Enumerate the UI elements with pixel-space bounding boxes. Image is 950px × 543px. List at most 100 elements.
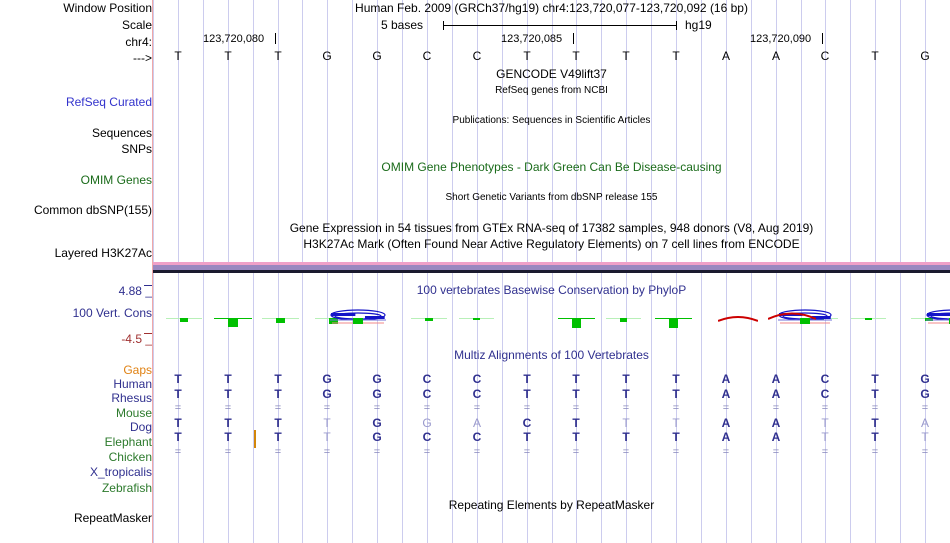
alignment-base: T bbox=[274, 387, 282, 401]
track-label-gencode[interactable]: GENCODE V49lift37 bbox=[496, 67, 607, 81]
alignment-base: T bbox=[672, 416, 680, 430]
alignment-base: = bbox=[373, 446, 381, 458]
scale-text: 5 bases bbox=[381, 18, 424, 32]
alignment-base: G bbox=[422, 416, 432, 430]
alignment-base: = bbox=[423, 402, 431, 414]
alignment-base: T bbox=[871, 372, 879, 386]
alignment-base: = bbox=[174, 446, 182, 458]
side-label-snps[interactable]: SNPs bbox=[121, 142, 152, 156]
alignment-base: A bbox=[721, 387, 731, 401]
side-label-scale[interactable]: Scale bbox=[121, 18, 152, 32]
alignment-base: T bbox=[523, 430, 531, 444]
side-label-species-xtrop[interactable]: X_tropicalis bbox=[89, 465, 152, 479]
side-label-species-elephant[interactable]: Elephant bbox=[104, 435, 152, 449]
alignment-base: = bbox=[772, 402, 780, 414]
side-label-common-dbsnp[interactable]: Common dbSNP(155) bbox=[33, 203, 152, 217]
side-label-refseq-curated[interactable]: RefSeq Curated bbox=[65, 95, 152, 109]
sequence-base: T bbox=[274, 49, 282, 63]
alignment-base: = bbox=[572, 402, 580, 414]
alignment-base: T bbox=[871, 430, 879, 444]
side-label-species-chicken[interactable]: Chicken bbox=[108, 450, 152, 464]
track-label-publications[interactable]: Publications: Sequences in Scientific Ar… bbox=[452, 115, 651, 126]
sequence-base: T bbox=[174, 49, 182, 63]
alignment-base: T bbox=[821, 416, 829, 430]
alignment-base: C bbox=[422, 430, 432, 444]
track-label-multiz[interactable]: Multiz Alignments of 100 Vertebrates bbox=[454, 348, 649, 362]
side-label-cons-min[interactable]: -4.5 _ bbox=[121, 332, 152, 346]
conservation-bar bbox=[425, 318, 433, 321]
track-label-refseq-note[interactable]: RefSeq genes from NCBI bbox=[495, 85, 608, 96]
side-label-cons-track[interactable]: 100 Vert. Cons bbox=[72, 306, 152, 320]
track-data-area: Human Feb. 2009 (GRCh37/hg19) chr4:123,7… bbox=[144, 0, 950, 543]
alignment-base: T bbox=[572, 416, 580, 430]
side-label-species-zebrafish[interactable]: Zebrafish bbox=[101, 481, 152, 495]
conservation-bar bbox=[180, 318, 188, 322]
sequence-base: T bbox=[622, 49, 630, 63]
track-label-omim[interactable]: OMIM Gene Phenotypes - Dark Green Can Be… bbox=[381, 160, 722, 174]
ruler-coordinate-label: 123,720,085 bbox=[501, 33, 563, 45]
alignment-base: = bbox=[921, 402, 929, 414]
alignment-base: G bbox=[322, 372, 332, 386]
alignment-base: C bbox=[820, 387, 830, 401]
track-label-h3k27ac-note[interactable]: H3K27Ac Mark (Often Found Near Active Re… bbox=[303, 237, 800, 251]
track-label-gtex[interactable]: Gene Expression in 54 tissues from GTEx … bbox=[289, 221, 814, 235]
conservation-bar bbox=[865, 318, 872, 320]
alignment-base: C bbox=[422, 372, 432, 386]
alignment-base: T bbox=[572, 430, 580, 444]
alignment-base: T bbox=[871, 387, 879, 401]
side-label-window-position[interactable]: Window Position bbox=[63, 1, 152, 15]
side-label-species-mouse[interactable]: Mouse bbox=[115, 406, 152, 420]
side-label-strand[interactable]: ---> bbox=[133, 51, 152, 65]
sequence-base: C bbox=[472, 49, 482, 63]
side-label-cons-max[interactable]: 4.88 _ bbox=[118, 284, 152, 298]
alignment-base: T bbox=[523, 387, 531, 401]
side-label-species-rhesus[interactable]: Rhesus bbox=[111, 391, 152, 405]
track-label-phylop[interactable]: 100 vertebrates Basewise Conservation by… bbox=[416, 283, 687, 297]
alignment-base: G bbox=[920, 387, 930, 401]
side-label-layered-h3k27ac[interactable]: Layered H3K27Ac bbox=[54, 246, 152, 260]
alignment-base: C bbox=[472, 372, 482, 386]
alignment-base: A bbox=[771, 387, 781, 401]
alignment-base: G bbox=[322, 387, 332, 401]
sequence-base: G bbox=[322, 49, 332, 63]
ruler-tick bbox=[275, 33, 276, 44]
alignment-base: T bbox=[274, 372, 282, 386]
side-label-sequences[interactable]: Sequences bbox=[91, 126, 152, 140]
conservation-bar bbox=[329, 318, 338, 324]
alignment-base: = bbox=[772, 446, 780, 458]
alignment-base: = bbox=[274, 446, 282, 458]
alignment-base: C bbox=[820, 372, 830, 386]
alignment-base: T bbox=[572, 372, 580, 386]
conservation-axis-tick bbox=[144, 285, 152, 286]
alignment-base: = bbox=[473, 446, 481, 458]
side-label-chrom[interactable]: chr4: bbox=[125, 35, 152, 49]
conservation-bar bbox=[276, 318, 285, 323]
track-label-dbsnp[interactable]: Short Genetic Variants from dbSNP releas… bbox=[445, 192, 658, 203]
alignment-base: T bbox=[871, 416, 879, 430]
side-label-species-dog[interactable]: Dog bbox=[129, 420, 152, 434]
side-label-gaps[interactable]: Gaps bbox=[123, 363, 152, 377]
alignment-base: = bbox=[323, 446, 331, 458]
alignment-base: = bbox=[821, 446, 829, 458]
alignment-base: = bbox=[423, 446, 431, 458]
alignment-base: G bbox=[372, 416, 382, 430]
alignment-base: C bbox=[472, 430, 482, 444]
side-label-omim-genes[interactable]: OMIM Genes bbox=[80, 173, 152, 187]
alignment-base: = bbox=[373, 402, 381, 414]
alignment-base: = bbox=[224, 446, 232, 458]
alignment-base: T bbox=[323, 430, 331, 444]
alignment-base: T bbox=[921, 430, 929, 444]
h3k27ac-pink-layer bbox=[153, 262, 950, 265]
track-label-repeatmasker[interactable]: Repeating Elements by RepeatMasker bbox=[448, 498, 655, 512]
side-label-repeatmasker-lbl[interactable]: RepeatMasker bbox=[73, 511, 152, 525]
alignment-base: = bbox=[323, 402, 331, 414]
alignment-base: = bbox=[672, 446, 680, 458]
sequence-base: C bbox=[422, 49, 432, 63]
alignment-base: T bbox=[174, 372, 182, 386]
side-label-species-human[interactable]: Human bbox=[113, 377, 152, 391]
scale-bar-line bbox=[443, 25, 677, 26]
alignment-base: T bbox=[323, 416, 331, 430]
alignment-base: = bbox=[523, 446, 531, 458]
alignment-base: T bbox=[672, 372, 680, 386]
